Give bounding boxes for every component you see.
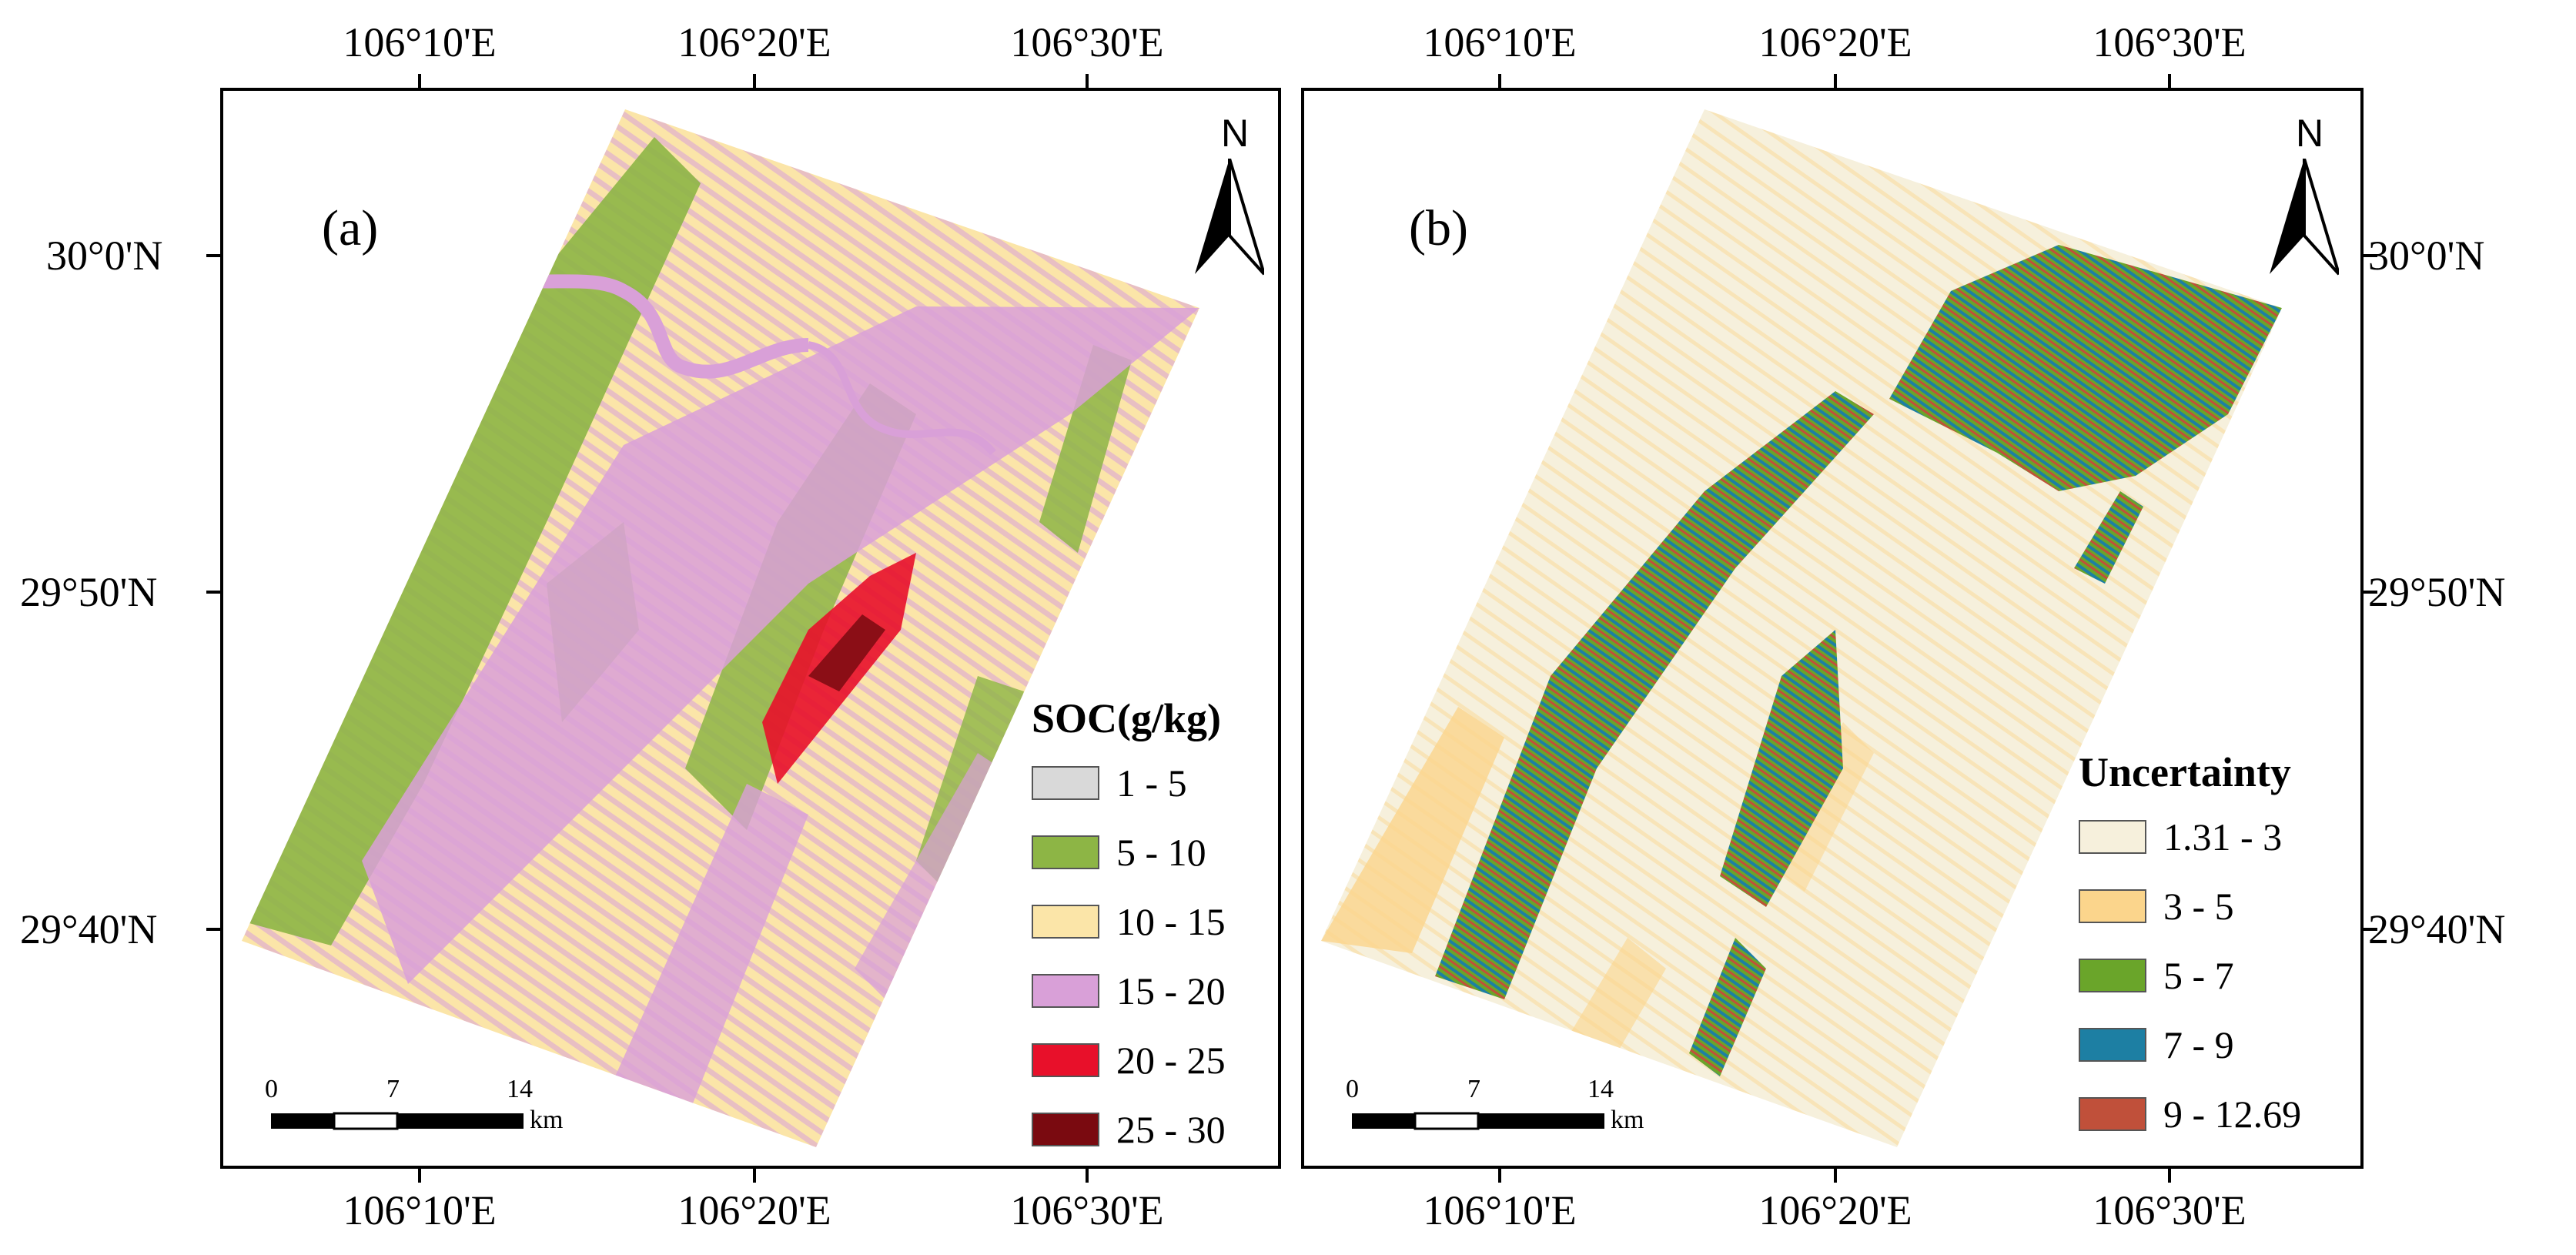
tick — [753, 1169, 756, 1183]
scale-tick-a-7: 7 — [386, 1075, 400, 1103]
map-frame-b: (b) N Uncertainty 1.31 - 3 3 - 5 5 - 7 7… — [1301, 88, 2364, 1169]
tick — [2168, 1169, 2171, 1183]
panel-label-b: (b) — [1409, 200, 1468, 256]
north-letter-a: N — [1221, 112, 1250, 155]
legend-label: 7 - 9 — [2163, 1023, 2234, 1066]
lon-label-bottom-b-1: 106°10'E — [1423, 1187, 1577, 1233]
tick — [206, 591, 220, 594]
soc-map-a — [242, 109, 1199, 1147]
legend-label: 9 - 12.69 — [2163, 1093, 2302, 1136]
legend-label: 1.31 - 3 — [2163, 815, 2283, 858]
north-letter-b: N — [2296, 112, 2324, 155]
tick — [1086, 74, 1089, 88]
legend-title-a: SOC(g/kg) — [1032, 695, 1222, 741]
legend-item-a-2: 5 - 10 — [1032, 831, 1206, 874]
lat-label-a-3: 29°40'N — [20, 906, 158, 952]
scale-tick-b-7: 7 — [1467, 1075, 1480, 1103]
legend-label: 1 - 5 — [1116, 761, 1187, 805]
map-frame-a: (a) N SOC(g/kg) 1 - 5 5 - 10 10 - 15 15 … — [220, 88, 1281, 1169]
scale-unit-b: km — [1611, 1106, 1644, 1134]
tick — [2364, 254, 2377, 257]
tick — [1498, 74, 1501, 88]
lon-label-top-b-2: 106°20'E — [1758, 19, 1912, 65]
legend-label: 10 - 15 — [1116, 900, 1226, 943]
lon-label-bottom-a-3: 106°30'E — [1010, 1187, 1164, 1233]
panel-label-a: (a) — [322, 200, 379, 256]
legend-swatch — [1032, 835, 1099, 869]
legend-label: 15 - 20 — [1116, 969, 1226, 1012]
scale-bar — [271, 1112, 524, 1130]
tick — [2364, 928, 2377, 931]
lat-label-a-2: 29°50'N — [20, 569, 158, 615]
legend-label: 5 - 10 — [1116, 831, 1206, 874]
legend-swatch — [2079, 959, 2146, 992]
tick — [1834, 1169, 1837, 1183]
legend-item-a-4: 15 - 20 — [1032, 969, 1226, 1012]
legend-swatch — [2079, 1097, 2146, 1131]
legend-item-a-5: 20 - 25 — [1032, 1039, 1226, 1082]
lat-label-b-2: 29°50'N — [2368, 569, 2506, 615]
lon-label-top-a-2: 106°20'E — [677, 19, 831, 65]
tick — [753, 74, 756, 88]
lon-label-top-b-3: 106°30'E — [2093, 19, 2246, 65]
legend-item-b-2: 3 - 5 — [2079, 885, 2234, 928]
legend-item-a-6: 25 - 30 — [1032, 1108, 1226, 1151]
lon-label-bottom-b-2: 106°20'E — [1758, 1187, 1912, 1233]
legend-label: 20 - 25 — [1116, 1039, 1226, 1082]
tick — [418, 74, 421, 88]
tick — [1834, 74, 1837, 88]
tick — [206, 928, 220, 931]
legend-swatch — [1032, 905, 1099, 939]
lon-label-top-a-1: 106°10'E — [343, 19, 497, 65]
legend-swatch — [2079, 889, 2146, 923]
tick — [2168, 74, 2171, 88]
tick — [1498, 1169, 1501, 1183]
legend-swatch — [2079, 820, 2146, 854]
lon-label-top-b-1: 106°10'E — [1423, 19, 1577, 65]
legend-label: 3 - 5 — [2163, 885, 2234, 928]
tick — [2364, 591, 2377, 594]
scale-tick-a-14: 14 — [507, 1075, 533, 1103]
legend-title-b: Uncertainty — [2079, 749, 2291, 795]
scale-tick-a-0: 0 — [265, 1075, 278, 1103]
legend-swatch — [1032, 974, 1099, 1008]
tick — [206, 254, 220, 257]
legend-item-b-4: 7 - 9 — [2079, 1023, 2234, 1066]
legend-item-b-3: 5 - 7 — [2079, 954, 2234, 997]
legend-swatch — [1032, 766, 1099, 800]
legend-swatch — [1032, 1043, 1099, 1077]
tick — [1086, 1169, 1089, 1183]
lon-label-bottom-a-2: 106°20'E — [677, 1187, 831, 1233]
lat-label-a-1: 30°0'N — [46, 233, 163, 279]
lat-label-b-3: 29°40'N — [2368, 906, 2506, 952]
scale-tick-b-14: 14 — [1587, 1075, 1614, 1103]
lon-label-top-a-3: 106°30'E — [1010, 19, 1164, 65]
legend-item-b-5: 9 - 12.69 — [2079, 1093, 2302, 1136]
north-arrow-icon — [2270, 159, 2339, 276]
scale-tick-b-0: 0 — [1346, 1075, 1359, 1103]
legend-item-a-1: 1 - 5 — [1032, 761, 1187, 805]
legend-label: 25 - 30 — [1116, 1108, 1226, 1151]
legend-swatch — [2079, 1028, 2146, 1062]
legend-item-b-1: 1.31 - 3 — [2079, 815, 2283, 858]
legend-swatch — [1032, 1113, 1099, 1146]
north-arrow-icon — [1195, 159, 1264, 276]
tick — [418, 1169, 421, 1183]
lon-label-bottom-a-1: 106°10'E — [343, 1187, 497, 1233]
scale-unit-a: km — [530, 1106, 564, 1134]
legend-item-a-3: 10 - 15 — [1032, 900, 1226, 943]
lat-label-b-1: 30°0'N — [2368, 233, 2485, 279]
legend-label: 5 - 7 — [2163, 954, 2234, 997]
lon-label-bottom-b-3: 106°30'E — [2093, 1187, 2246, 1233]
scale-bar — [1352, 1112, 1604, 1130]
